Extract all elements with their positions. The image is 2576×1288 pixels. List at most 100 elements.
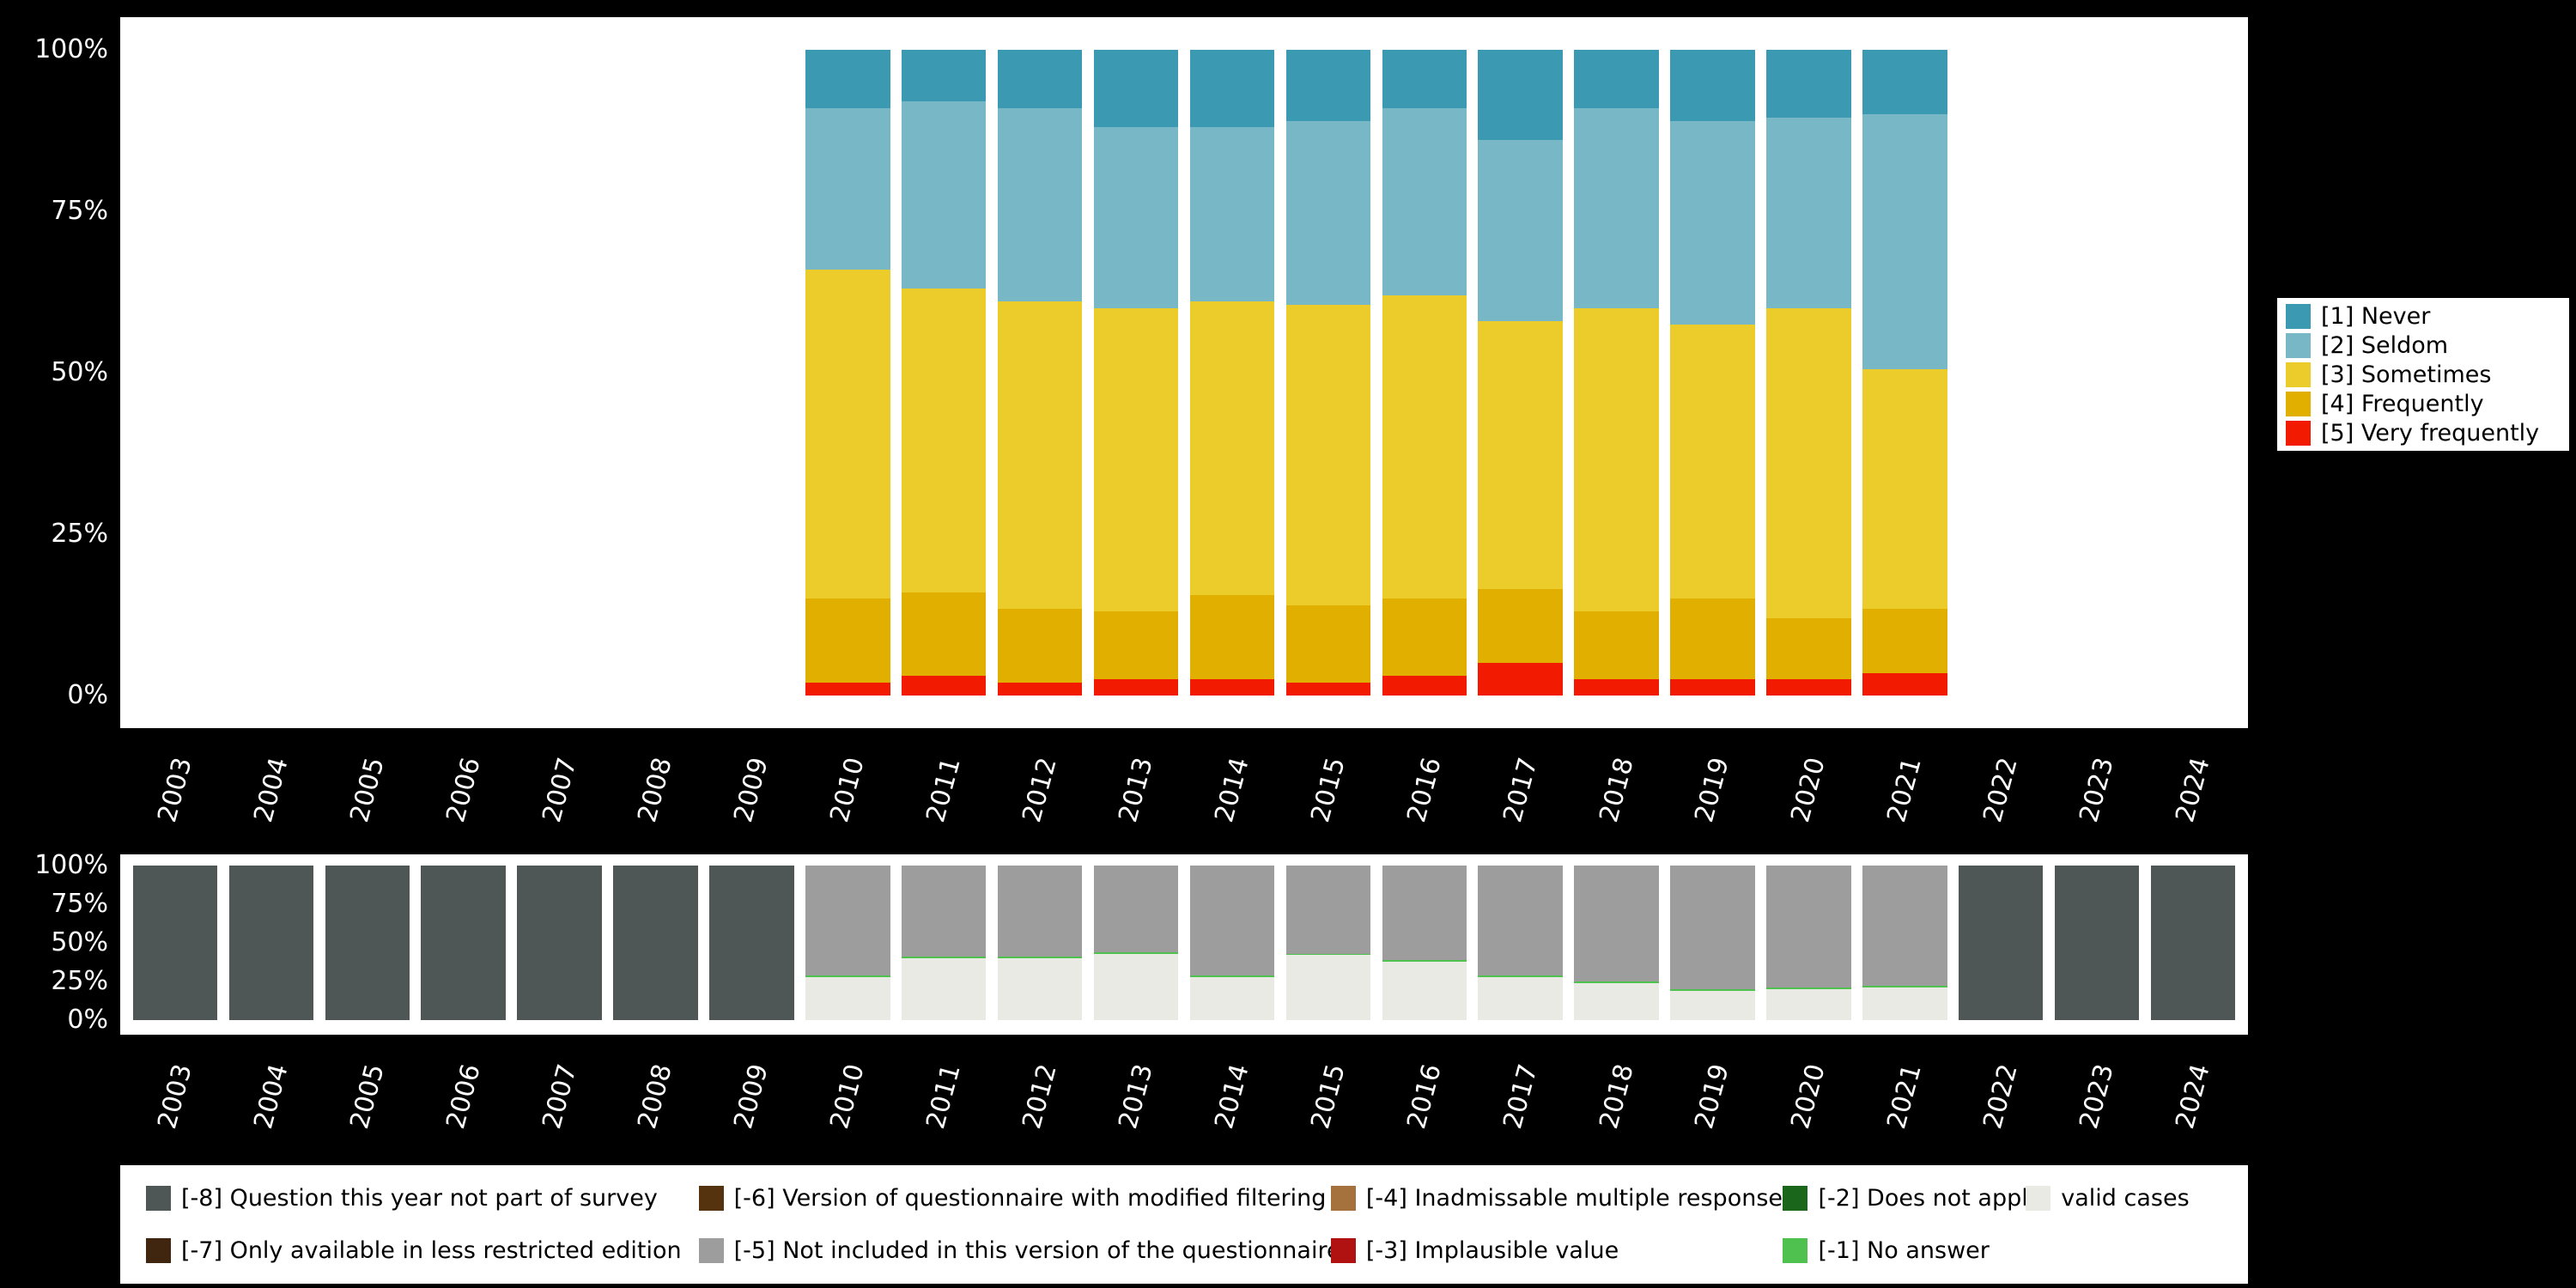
- legend-label: [-5] Not included in this version of the…: [734, 1237, 1341, 1264]
- bar-slot-2018: [1569, 50, 1665, 696]
- bar-slot-2005: [319, 50, 416, 696]
- bar-segment: [1766, 679, 1850, 696]
- bar-segment: [421, 866, 505, 1020]
- bar-segment: [805, 598, 890, 683]
- x-axis-tick-2016: 2016: [1401, 755, 1448, 826]
- x-axis-tick-2017: 2017: [1498, 1061, 1544, 1133]
- x-axis-tick-2023: 2023: [2074, 755, 2120, 826]
- stacked-bar-2017: [1478, 866, 1562, 1020]
- top-x-axis: 2003200420052006200720082009201020112012…: [127, 735, 2241, 845]
- bar-segment: [998, 958, 1082, 1020]
- x-tick-slot: 2011: [896, 735, 992, 845]
- stacked-bar-2021: [1862, 50, 1947, 696]
- stacked-bar-2011: [902, 866, 986, 1020]
- bar-slot-2007: [512, 866, 608, 1020]
- top-y-axis: 100%75%50%25%0%: [0, 35, 108, 710]
- bar-segment: [1190, 866, 1274, 975]
- bar-segment: [902, 50, 986, 101]
- stacked-bar-2021: [1862, 866, 1947, 1020]
- x-axis-tick-2004: 2004: [248, 755, 295, 826]
- bar-segment: [805, 108, 890, 270]
- x-tick-slot: 2022: [1953, 1042, 2049, 1151]
- x-tick-slot: 2024: [2145, 1042, 2241, 1151]
- bar-segment: [1574, 50, 1658, 108]
- bar-segment: [1959, 866, 2043, 1020]
- x-tick-slot: 2003: [127, 735, 223, 845]
- x-tick-slot: 2010: [799, 1042, 896, 1151]
- stacked-bar-2024: [2151, 50, 2235, 696]
- x-axis-tick-2005: 2005: [344, 1061, 391, 1133]
- bar-segment: [998, 683, 1082, 696]
- bar-segment: [229, 866, 313, 1020]
- stacked-bar-2010: [805, 866, 890, 1020]
- x-axis-tick-2024: 2024: [2170, 1061, 2216, 1133]
- bar-segment: [805, 977, 890, 1020]
- bar-slot-2015: [1280, 50, 1376, 696]
- bar-segment: [998, 50, 1082, 108]
- x-axis-tick-2007: 2007: [537, 1061, 583, 1133]
- x-axis-tick-2014: 2014: [1209, 755, 1255, 826]
- bar-slot-2006: [416, 866, 512, 1020]
- legend-swatch: [1331, 1186, 1356, 1211]
- bar-slot-2023: [2049, 50, 2145, 696]
- bar-segment: [1190, 977, 1274, 1020]
- x-tick-slot: 2019: [1665, 1042, 1761, 1151]
- bar-slot-2014: [1184, 50, 1280, 696]
- bar-slot-2024: [2145, 50, 2241, 696]
- x-tick-slot: 2008: [608, 1042, 704, 1151]
- x-tick-slot: 2008: [608, 735, 704, 845]
- x-tick-slot: 2013: [1088, 1042, 1184, 1151]
- bar-segment: [1478, 140, 1562, 321]
- bottom-chart-panel: [120, 854, 2248, 1035]
- bar-segment: [902, 676, 986, 696]
- x-axis-tick-2013: 2013: [1113, 1061, 1159, 1133]
- bar-segment: [1478, 663, 1562, 696]
- x-axis-tick-2003: 2003: [152, 755, 198, 826]
- legend-item: valid cases: [2026, 1185, 2239, 1212]
- bar-segment: [1574, 983, 1658, 1020]
- bar-segment: [1286, 683, 1370, 696]
- x-tick-slot: 2004: [223, 735, 319, 845]
- bar-segment: [1670, 121, 1754, 325]
- stacked-bar-2014: [1190, 50, 1274, 696]
- bar-segment: [1478, 866, 1562, 975]
- x-axis-tick-2011: 2011: [920, 755, 967, 826]
- bar-segment: [1574, 611, 1658, 679]
- legend-item: [-6] Version of questionnaire with modif…: [699, 1185, 1331, 1212]
- bar-slot-2020: [1760, 50, 1856, 696]
- bar-slot-2021: [1856, 866, 1953, 1020]
- bar-segment: [1670, 679, 1754, 696]
- y-axis-tick: 100%: [0, 35, 108, 64]
- legend-label: [1] Never: [2321, 303, 2430, 330]
- legend-item: [-2] Does not apply: [1783, 1185, 2026, 1212]
- legend-swatch: [2286, 421, 2311, 446]
- x-tick-slot: 2010: [799, 735, 896, 845]
- legend-swatch: [699, 1238, 724, 1263]
- legend-swatch: [2286, 304, 2311, 329]
- bar-segment: [1766, 618, 1850, 679]
- x-axis-tick-2020: 2020: [1786, 1061, 1832, 1133]
- stacked-bar-2006: [421, 866, 505, 1020]
- x-tick-slot: 2004: [223, 1042, 319, 1151]
- legend-item: [-5] Not included in this version of the…: [699, 1237, 1331, 1264]
- figure: 100%75%50%25%0% 200320042005200620072008…: [0, 0, 2576, 1288]
- stacked-bar-2015: [1286, 866, 1370, 1020]
- bar-segment: [1766, 118, 1850, 308]
- bar-segment: [1862, 369, 1947, 608]
- bar-segment: [1766, 308, 1850, 618]
- bar-segment: [517, 866, 601, 1020]
- legend-item: [-8] Question this year not part of surv…: [146, 1185, 699, 1212]
- x-tick-slot: 2009: [703, 1042, 799, 1151]
- stacked-bar-2012: [998, 50, 1082, 696]
- bar-segment: [1670, 598, 1754, 679]
- bar-segment: [1478, 977, 1562, 1020]
- x-axis-tick-2017: 2017: [1498, 755, 1544, 826]
- x-axis-tick-2019: 2019: [1690, 1061, 1736, 1133]
- bar-segment: [1094, 50, 1178, 127]
- x-tick-slot: 2003: [127, 1042, 223, 1151]
- x-axis-tick-2008: 2008: [633, 755, 679, 826]
- bar-slot-2012: [992, 50, 1088, 696]
- bar-slot-2022: [1953, 50, 2049, 696]
- y-axis-tick: 25%: [0, 519, 108, 549]
- stacked-bar-2004: [229, 866, 313, 1020]
